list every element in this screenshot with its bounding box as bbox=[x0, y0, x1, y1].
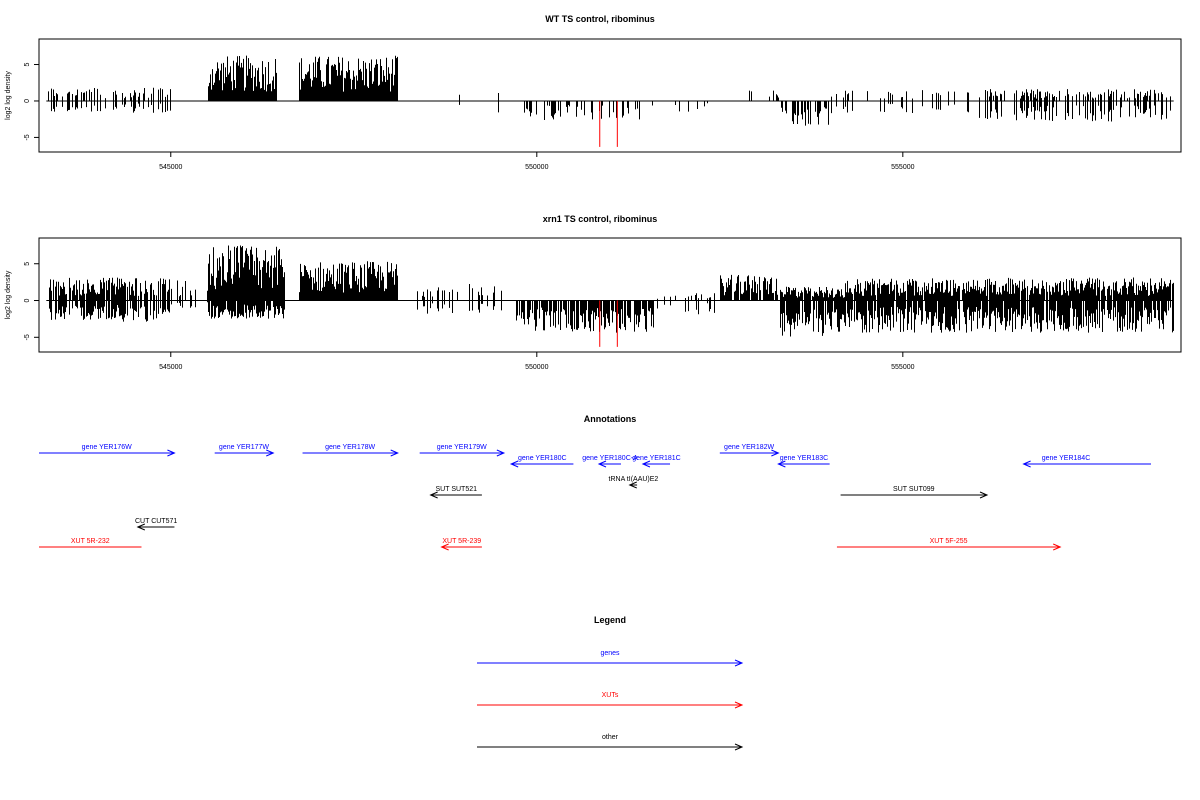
feature-label: gene YER180C-A bbox=[582, 455, 638, 462]
x-tick-label: 550000 bbox=[525, 364, 548, 371]
arrow-right-icon bbox=[266, 449, 275, 457]
legend-label: other bbox=[602, 734, 619, 741]
y-tick-label: -5 bbox=[24, 134, 31, 140]
legend-item: other bbox=[477, 734, 744, 751]
feature-label: XUT 5R-232 bbox=[71, 538, 110, 545]
annotation-feature: gene YER184C bbox=[1022, 455, 1151, 468]
annotation-feature: gene YER177W bbox=[214, 444, 275, 457]
y-tick-label: 0 bbox=[24, 99, 31, 103]
y-tick-label: 0 bbox=[24, 298, 31, 302]
y-tick-label: 5 bbox=[24, 62, 31, 66]
y-axis-label: log2 log density bbox=[5, 270, 12, 319]
x-tick-label: 555000 bbox=[891, 364, 914, 371]
arrow-left-icon bbox=[1022, 460, 1031, 468]
annotation-feature: gene YER180C-A bbox=[582, 455, 638, 468]
feature-label: gene YER180C bbox=[518, 455, 567, 462]
bars-group bbox=[49, 245, 1174, 337]
arrow-right-icon bbox=[1053, 543, 1062, 551]
y-tick-label: 5 bbox=[24, 262, 31, 266]
arrow-right-icon bbox=[979, 491, 989, 499]
arrow-left-icon bbox=[440, 543, 449, 551]
annotation-feature: gene YER181C bbox=[632, 455, 681, 468]
legend-item: XUTs bbox=[477, 692, 744, 709]
annotation-feature: SUT SUT099 bbox=[840, 486, 989, 499]
annotations-title: Annotations bbox=[584, 414, 637, 424]
annotation-feature: gene YER176W bbox=[39, 444, 176, 457]
feature-label: gene YER182W bbox=[724, 444, 774, 451]
x-tick-label: 545000 bbox=[159, 364, 182, 371]
x-axis: 545000 550000 555000 bbox=[159, 351, 915, 371]
y-tick-label: -5 bbox=[24, 334, 31, 340]
y-axis: -5 0 5 bbox=[24, 262, 40, 340]
chart-panel-1: WT TS control, ribominus -5 0 5 log2 log den… bbox=[5, 14, 1182, 171]
chart-title: WT TS control, ribominus bbox=[545, 14, 655, 24]
arrow-left-icon bbox=[641, 460, 651, 468]
annotation-feature: gene YER180C bbox=[509, 455, 574, 468]
legend-label: genes bbox=[600, 650, 620, 657]
arrow-right-icon bbox=[771, 449, 780, 457]
arrow-left-icon bbox=[136, 523, 146, 531]
chart-panel-2: xrn1 TS control, ribominus -5 0 5 log2 log d… bbox=[5, 214, 1182, 371]
feature-label: gene YER183C bbox=[780, 455, 829, 462]
annotation-feature: gene YER183C bbox=[777, 455, 830, 468]
legend-title: Legend bbox=[594, 615, 626, 625]
arrow-left-icon bbox=[429, 491, 438, 499]
annotation-feature: gene YER179W bbox=[419, 444, 506, 457]
legend-label: XUTs bbox=[602, 692, 619, 699]
annotation-feature: tRNA tI(AAU)E2 bbox=[609, 476, 659, 489]
x-tick-label: 555000 bbox=[891, 164, 914, 171]
arrow-right-icon bbox=[734, 743, 744, 751]
feature-label: SUT SUT521 bbox=[436, 486, 478, 493]
annotation-feature: XUT 5R-239 bbox=[440, 538, 482, 551]
arrow-left-icon bbox=[628, 481, 637, 489]
y-axis-label: log2 log density bbox=[5, 71, 12, 120]
annotation-feature: gene YER182W bbox=[719, 444, 780, 457]
annotation-feature: XUT 5R-232 bbox=[39, 538, 142, 548]
feature-label: XUT 5R-239 bbox=[442, 538, 481, 545]
x-axis: 545000 550000 555000 bbox=[159, 151, 915, 171]
annotation-feature: SUT SUT521 bbox=[429, 486, 482, 499]
arrow-left-icon bbox=[509, 460, 519, 468]
arrow-right-icon bbox=[390, 449, 399, 457]
arrow-right-icon bbox=[734, 659, 744, 667]
bars-group bbox=[48, 55, 1171, 126]
annotations-panel: Annotations gene YER176W gene YER177W gene … bbox=[39, 414, 1151, 551]
y-axis: -5 0 5 bbox=[24, 62, 40, 141]
feature-label: gene YER179W bbox=[437, 444, 487, 451]
x-tick-label: 545000 bbox=[159, 164, 182, 171]
legend-panel: Legend genes XUTs other bbox=[477, 615, 744, 751]
arrow-right-icon bbox=[167, 449, 176, 457]
arrow-right-icon bbox=[734, 701, 744, 709]
feature-label: gene YER176W bbox=[82, 444, 132, 451]
legend-item: genes bbox=[477, 650, 744, 667]
arrow-left-icon bbox=[597, 460, 607, 468]
feature-label: gene YER178W bbox=[325, 444, 375, 451]
feature-label: XUT 5F-255 bbox=[930, 538, 968, 545]
annotation-feature: gene YER178W bbox=[302, 444, 399, 457]
annotation-feature: CUT CUT571 bbox=[135, 518, 177, 531]
x-tick-label: 550000 bbox=[525, 164, 548, 171]
feature-label: gene YER184C bbox=[1042, 455, 1091, 462]
feature-label: tRNA tI(AAU)E2 bbox=[609, 476, 659, 483]
arrow-right-icon bbox=[496, 449, 506, 457]
annotation-feature: XUT 5F-255 bbox=[836, 538, 1062, 551]
feature-label: CUT CUT571 bbox=[135, 518, 177, 525]
arrow-left-icon bbox=[777, 460, 786, 468]
feature-label: SUT SUT099 bbox=[893, 486, 935, 493]
chart-title: xrn1 TS control, ribominus bbox=[543, 214, 658, 224]
feature-label: gene YER177W bbox=[219, 444, 269, 451]
feature-label: gene YER181C bbox=[632, 455, 681, 462]
